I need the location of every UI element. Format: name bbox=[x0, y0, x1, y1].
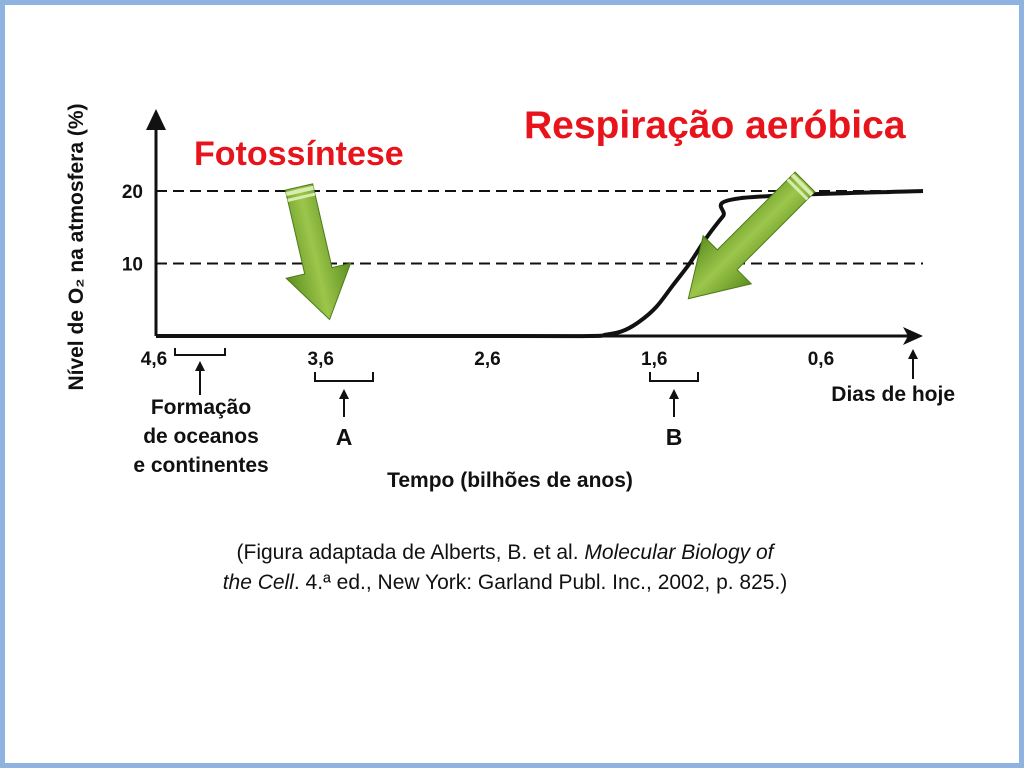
x-tick-label: 2,6 bbox=[474, 349, 500, 370]
caption-line-2: the Cell. 4.ª ed., New York: Garland Pub… bbox=[105, 568, 905, 598]
oceans-label-line1: Formação bbox=[151, 396, 251, 419]
today-label: Dias de hoje bbox=[831, 383, 955, 406]
photosynthesis-label: Fotossíntese bbox=[194, 135, 404, 173]
x-axis-label: Tempo (bilhões de anos) bbox=[387, 469, 633, 492]
x-tick-label: 1,6 bbox=[641, 349, 667, 370]
aerobic-respiration-arrow-icon bbox=[687, 171, 816, 300]
oceans-label-line2: de oceanos bbox=[143, 425, 259, 448]
oceans-pointer-arrowhead bbox=[195, 361, 205, 371]
y-tick-label-10: 10 bbox=[122, 255, 143, 276]
oceans-bracket bbox=[174, 348, 226, 356]
oxygen-level-line bbox=[156, 189, 924, 339]
point-a-bracket bbox=[314, 372, 374, 382]
x-tick-labels: 4,6 3,6 2,6 1,6 0,6 bbox=[141, 349, 834, 370]
point-b-label: B bbox=[666, 424, 683, 450]
caption-book-title-part2: the Cell bbox=[222, 571, 294, 594]
y-axis-label: Nível de O₂ na atmosfera (%) bbox=[65, 103, 88, 390]
caption-citation-prefix: (Figura adaptada de Alberts, B. et al. bbox=[236, 541, 585, 564]
point-a-pointer-arrowhead bbox=[339, 389, 349, 399]
caption-citation-suffix: . 4.ª ed., New York: Garland Publ. Inc.,… bbox=[293, 571, 788, 594]
figure-caption: (Figura adaptada de Alberts, B. et al. M… bbox=[105, 538, 905, 598]
x-axis-arrowhead bbox=[903, 327, 923, 345]
caption-book-title-part1: Molecular Biology of bbox=[584, 541, 774, 564]
point-a-label: A bbox=[336, 424, 353, 450]
photosynthesis-arrow-icon bbox=[284, 183, 352, 321]
x-tick-label: 0,6 bbox=[808, 349, 834, 370]
aerobic-respiration-label: Respiração aeróbica bbox=[524, 104, 906, 147]
y-axis-arrowhead bbox=[146, 109, 166, 130]
point-b-pointer-arrowhead bbox=[669, 389, 679, 399]
y-tick-label-20: 20 bbox=[122, 182, 143, 203]
today-pointer-arrowhead bbox=[908, 349, 918, 359]
slide: Nível de O₂ na atmosfera (%) 20 10 4,6 3,… bbox=[5, 5, 1019, 763]
x-tick-label: 3,6 bbox=[308, 349, 334, 370]
x-tick-label: 4,6 bbox=[141, 349, 167, 370]
oxygen-chart: Nível de O₂ na atmosfera (%) 20 10 4,6 3,… bbox=[65, 103, 955, 492]
oceans-label-line3: e continentes bbox=[133, 454, 268, 477]
caption-line-1: (Figura adaptada de Alberts, B. et al. M… bbox=[105, 538, 905, 568]
point-b-bracket bbox=[649, 372, 699, 382]
